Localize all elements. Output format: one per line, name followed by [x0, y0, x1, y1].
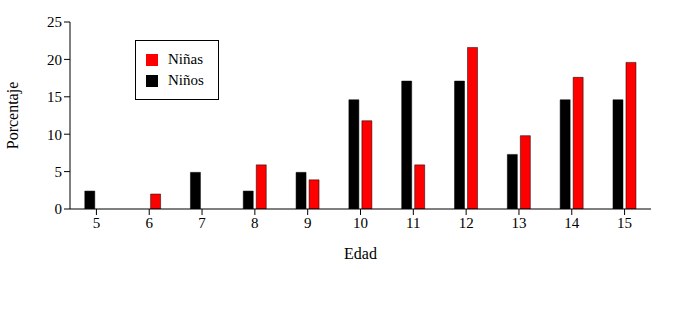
svg-text:20: 20 — [47, 52, 62, 68]
svg-text:15: 15 — [617, 215, 632, 231]
svg-text:12: 12 — [459, 215, 474, 231]
svg-text:10: 10 — [47, 127, 62, 143]
svg-text:Porcentaje: Porcentaje — [8, 82, 22, 150]
html-text:Niñas: Niñas — [168, 51, 203, 67]
svg-text:9: 9 — [304, 215, 312, 231]
svg-text:0: 0 — [55, 201, 63, 217]
svg-text:25: 25 — [47, 14, 62, 30]
svg-text:5: 5 — [93, 215, 101, 231]
svg-text:8: 8 — [251, 215, 259, 231]
svg-text:11: 11 — [406, 215, 420, 231]
svg-text:13: 13 — [511, 215, 526, 231]
svg-text:5: 5 — [55, 164, 63, 180]
svg-text:15: 15 — [47, 89, 62, 105]
svg-text:14: 14 — [564, 215, 580, 231]
svg-text:6: 6 — [145, 215, 153, 231]
svg-text:Edad: Edad — [344, 245, 377, 262]
svg-text:7: 7 — [198, 215, 206, 231]
svg-text:10: 10 — [353, 215, 368, 231]
html-text:Niños: Niños — [168, 72, 204, 88]
